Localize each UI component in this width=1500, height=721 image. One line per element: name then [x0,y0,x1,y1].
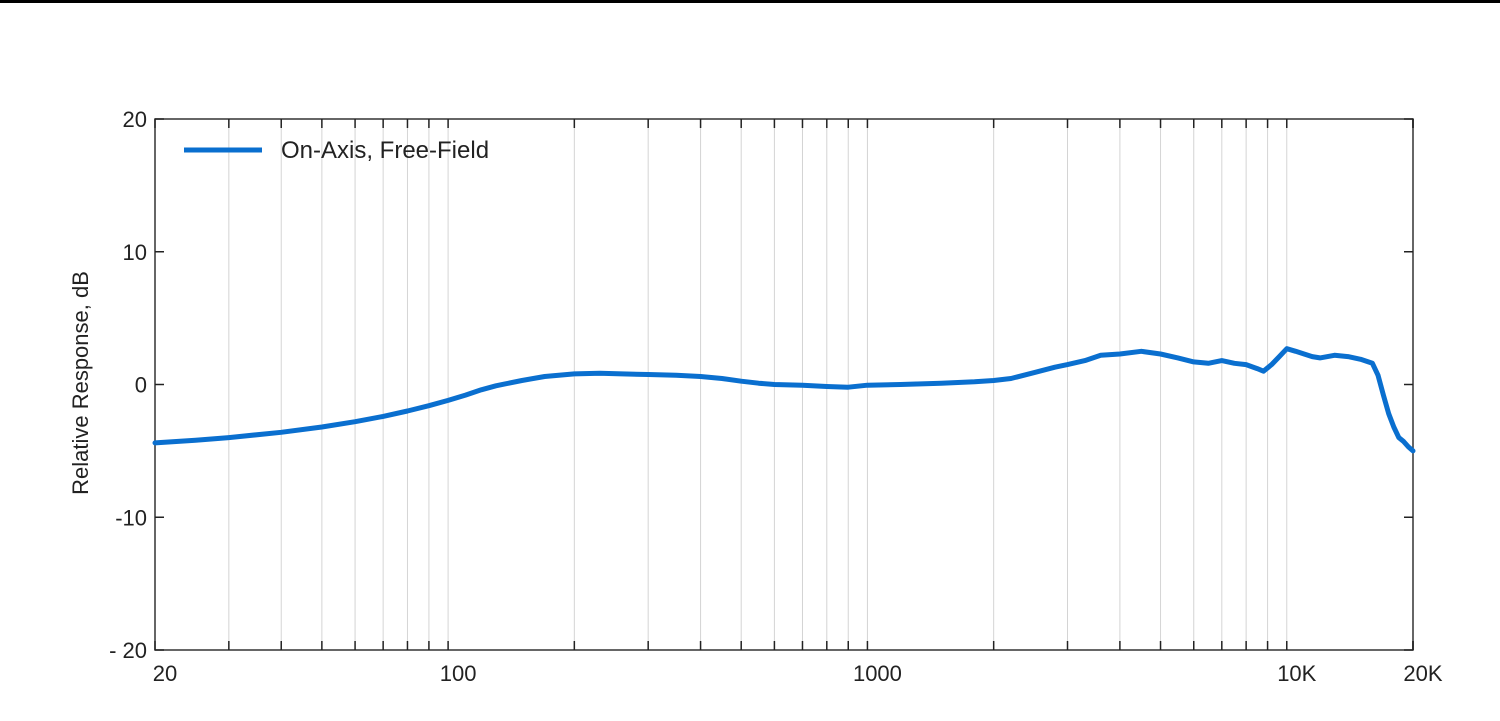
legend: On-Axis, Free-Field [184,137,489,164]
top-border [0,0,1500,3]
x-axis-tick-labels: 20 100 1000 10K 20K [153,661,1443,686]
series-line-on-axis [152,346,1416,454]
y-tick-label: 10 [123,240,147,265]
legend-label-on-axis: On-Axis, Free-Field [281,137,489,164]
series-lines [152,346,1416,454]
tick-marks [154,118,1414,651]
y-axis-label: Relative Response, dB [68,271,93,495]
x-tick-label: 1000 [853,661,902,686]
x-tick-label: 20 [153,661,177,686]
y-tick-label: 0 [135,373,147,398]
y-axis-tick-labels: 20 10 0 -10 - 20 [109,107,147,663]
x-tick-label: 20K [1403,661,1442,686]
x-tick-label: 100 [440,661,477,686]
y-tick-label: - 20 [109,638,147,663]
y-tick-label: -10 [115,505,147,530]
y-tick-label: 20 [123,107,147,132]
x-tick-label: 10K [1277,661,1316,686]
